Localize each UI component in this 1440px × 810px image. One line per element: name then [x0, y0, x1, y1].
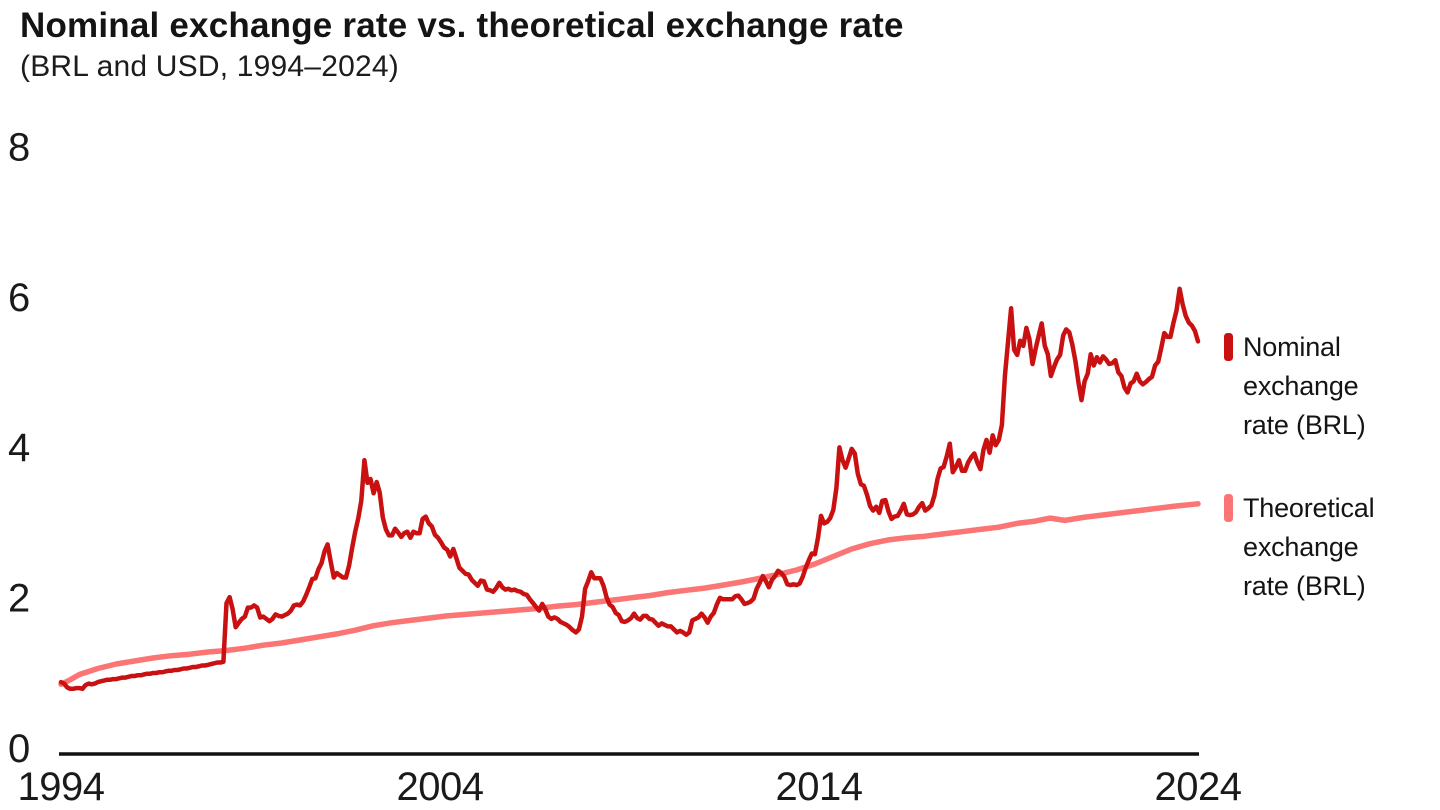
- x-tick-label: 2014: [776, 765, 863, 809]
- x-tick-label: 1994: [18, 765, 105, 809]
- theoretical-legend-label: Theoretical exchange rate (BRL): [1243, 489, 1375, 606]
- chart-title: Nominal exchange rate vs. theoretical ex…: [20, 6, 904, 45]
- legend-line: exchange: [1243, 532, 1359, 562]
- theoretical-legend-marker: [1224, 494, 1233, 522]
- theoretical-exchange-rate-line: [58, 501, 1201, 688]
- y-tick-label: 4: [8, 426, 30, 470]
- y-tick-label: 8: [8, 125, 30, 169]
- y-axis-tick-labels: 0 2 4 6 8: [8, 125, 31, 771]
- x-axis-tick-labels: 1994 2004 2014 2024: [18, 765, 1243, 809]
- legend-item-nominal: Nominal exchange rate (BRL): [1224, 328, 1366, 445]
- y-tick-label: 2: [8, 577, 30, 621]
- legend-line: Theoretical: [1243, 493, 1375, 523]
- y-tick-label: 0: [8, 727, 30, 771]
- legend-line: rate (BRL): [1243, 571, 1366, 601]
- legend-line: Nominal: [1243, 332, 1341, 362]
- y-tick-label: 6: [8, 276, 30, 320]
- legend-item-theoretical: Theoretical exchange rate (BRL): [1224, 489, 1375, 606]
- chart-subtitle: (BRL and USD, 1994–2024): [20, 50, 399, 83]
- legend-line: rate (BRL): [1243, 410, 1366, 440]
- x-tick-label: 2024: [1155, 765, 1242, 809]
- x-tick-label: 2004: [397, 765, 484, 809]
- nominal-exchange-rate-line: [58, 286, 1201, 692]
- legend-line: exchange: [1243, 371, 1359, 401]
- nominal-legend-label: Nominal exchange rate (BRL): [1243, 328, 1366, 445]
- nominal-legend-marker: [1224, 333, 1233, 361]
